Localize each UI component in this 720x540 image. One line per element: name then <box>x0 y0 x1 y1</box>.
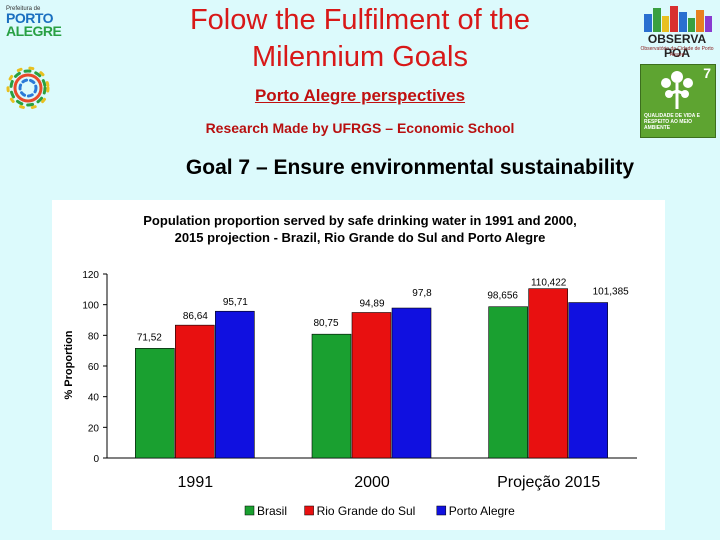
y-tick-label: 120 <box>82 270 99 281</box>
observa-poa-tagline: Observatório da Cidade de Porto Alegre <box>640 46 714 58</box>
data-label: 95,71 <box>223 297 248 308</box>
legend-swatch <box>304 505 314 516</box>
prefeitura-logo-line1: PORTO <box>6 10 54 26</box>
goal-7-number: 7 <box>703 65 711 81</box>
y-tick-label: 20 <box>88 423 100 434</box>
data-label: 94,89 <box>359 299 384 310</box>
chart-panel: Population proportion served by safe dri… <box>52 200 665 530</box>
observa-poa-name: OBSERVA POA <box>647 32 707 60</box>
legend-label: Porto Alegre <box>449 504 515 518</box>
chart-title-line2: 2015 projection - Brazil, Rio Grande do … <box>175 230 546 245</box>
data-label: 80,75 <box>313 318 338 329</box>
legend-label: Rio Grande do Sul <box>317 504 416 518</box>
bar-rio-grande-do-sul-0 <box>175 324 215 459</box>
research-credit: Research Made by UFRGS – Economic School <box>205 120 515 136</box>
y-tick-label: 0 <box>93 454 99 465</box>
goal-7-badge: 7 QUALIDADE DE VIDA E RESPEITO AO MEIO A… <box>640 64 716 138</box>
data-label: 86,64 <box>183 311 208 322</box>
bar-porto-alegre-2 <box>568 302 608 459</box>
bar-rio-grande-do-sul-1 <box>351 312 392 459</box>
legend-label: Brasil <box>257 504 287 518</box>
chart-title-line1: Population proportion served by safe dri… <box>143 213 576 228</box>
legend-swatch <box>244 505 255 516</box>
tree-icon <box>661 71 693 109</box>
y-tick-label: 80 <box>88 331 100 342</box>
x-category-label: 1991 <box>178 474 214 491</box>
y-axis-label: % Proportion <box>63 330 75 399</box>
data-label: 110,422 <box>531 278 567 289</box>
goal-7-caption: QUALIDADE DE VIDA E RESPEITO AO MEIO AMB… <box>644 113 700 131</box>
prefeitura-logo-small: Prefeitura de <box>6 6 41 12</box>
page-subtitle: Porto Alegre perspectives <box>254 86 466 105</box>
bar-porto-alegre-1 <box>391 307 432 459</box>
y-tick-label: 100 <box>82 301 99 312</box>
bar-rio-grande-do-sul-2 <box>528 288 568 459</box>
mdg-people-icon <box>6 66 50 110</box>
observa-poa-skyline-icon <box>644 6 712 32</box>
y-tick-label: 40 <box>88 393 100 404</box>
bar-brasil-2 <box>488 306 528 459</box>
x-category-label: 2000 <box>354 474 390 491</box>
y-tick-label: 60 <box>88 362 100 373</box>
bar-porto-alegre-0 <box>215 310 255 459</box>
bar-chart: Population proportion served by safe dri… <box>63 213 637 518</box>
bar-brasil-1 <box>311 333 352 459</box>
legend-swatch <box>436 505 447 516</box>
goal-heading: Goal 7 – Ensure environmental sustainabi… <box>185 156 635 179</box>
data-label: 71,52 <box>137 332 162 343</box>
bar-brasil-0 <box>135 348 175 459</box>
page-title: Folow the Fulfilment of the Milennium Go… <box>189 4 531 73</box>
data-label: 97,8 <box>412 288 432 299</box>
data-label: 101,385 <box>593 287 630 298</box>
x-category-label: Projeção 2015 <box>497 474 600 491</box>
prefeitura-logo-line2: ALEGRE <box>6 23 62 39</box>
data-label: 98,656 <box>487 291 518 302</box>
prefeitura-logo: Prefeitura de PORTO ALEGRE <box>6 6 62 39</box>
